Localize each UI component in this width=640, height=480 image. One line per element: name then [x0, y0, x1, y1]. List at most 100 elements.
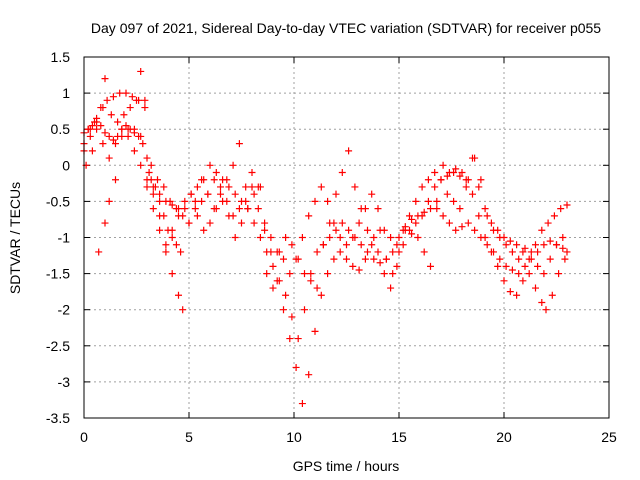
- data-point: [181, 205, 189, 213]
- data-point: [137, 161, 145, 169]
- data-point: [179, 306, 187, 314]
- data-point: [408, 215, 416, 223]
- data-point: [475, 183, 483, 191]
- data-point: [355, 219, 363, 227]
- data-point: [130, 147, 138, 155]
- data-point: [439, 161, 447, 169]
- data-point: [267, 234, 275, 241]
- data-point: [380, 270, 388, 278]
- data-point: [273, 248, 281, 256]
- data-point: [225, 183, 233, 191]
- data-point: [317, 183, 325, 191]
- y-tick-label: -1: [58, 230, 71, 246]
- data-point: [156, 226, 164, 234]
- data-point: [559, 234, 567, 241]
- data-point: [248, 183, 256, 191]
- data-point: [343, 241, 350, 249]
- y-tick-label: -3: [58, 374, 71, 390]
- tick-labels: 0 5 10 15 20 25 -3.5 -3 -2.5 -2 -1.5 -1 -0.5 0 0.5 1 1.5: [46, 49, 617, 445]
- data-point: [191, 205, 199, 213]
- data-point: [361, 255, 369, 263]
- x-tick-label: 25: [601, 429, 617, 445]
- data-point: [301, 270, 308, 278]
- data-point: [105, 154, 113, 162]
- data-point: [103, 96, 111, 104]
- data-point: [519, 248, 527, 256]
- data-point: [139, 140, 147, 148]
- y-tick-label: -2.5: [46, 338, 70, 354]
- data-point: [269, 262, 277, 270]
- data-point: [172, 241, 180, 249]
- data-point: [122, 122, 130, 130]
- data-point: [305, 212, 313, 220]
- data-point: [154, 176, 161, 184]
- data-points: [80, 67, 571, 408]
- data-point: [548, 291, 556, 299]
- data-point: [175, 291, 182, 299]
- data-point: [307, 277, 315, 285]
- data-point: [223, 176, 231, 184]
- data-point: [97, 104, 105, 112]
- y-tick-label: 1.5: [51, 49, 71, 65]
- data-point: [122, 89, 130, 97]
- data-point: [542, 306, 550, 314]
- data-point: [231, 234, 239, 241]
- data-point: [361, 205, 369, 213]
- data-point: [319, 241, 327, 249]
- data-point: [217, 190, 224, 198]
- data-point: [198, 176, 206, 184]
- data-point: [109, 136, 117, 144]
- y-tick-label: 0.5: [51, 121, 71, 137]
- data-point: [225, 212, 233, 220]
- data-point: [200, 226, 208, 234]
- data-point: [206, 161, 214, 169]
- data-point: [469, 154, 476, 162]
- data-point: [311, 327, 319, 335]
- data-point: [261, 226, 269, 234]
- data-point: [286, 270, 294, 278]
- data-point: [427, 205, 434, 213]
- data-point: [298, 234, 306, 241]
- data-point: [525, 255, 533, 263]
- data-point: [502, 262, 510, 270]
- data-point: [168, 234, 176, 241]
- data-point: [336, 234, 344, 241]
- data-point: [424, 176, 432, 184]
- data-point: [374, 248, 382, 256]
- data-point: [231, 190, 239, 198]
- data-point: [193, 183, 201, 191]
- data-point: [130, 129, 138, 137]
- data-point: [408, 230, 416, 238]
- data-point: [193, 212, 201, 220]
- data-point: [212, 169, 220, 177]
- x-tick-label: 20: [496, 429, 512, 445]
- data-point: [496, 255, 504, 263]
- data-point: [126, 125, 134, 133]
- data-point: [105, 197, 113, 205]
- data-point: [389, 248, 397, 256]
- data-point: [141, 96, 149, 104]
- grid: [84, 57, 609, 418]
- data-point: [494, 226, 502, 234]
- data-point: [508, 248, 516, 256]
- data-point: [343, 255, 350, 263]
- data-point: [280, 255, 287, 263]
- data-point: [206, 219, 214, 227]
- data-point: [368, 241, 376, 249]
- data-point: [168, 201, 176, 209]
- data-point: [219, 197, 227, 205]
- data-point: [97, 122, 105, 130]
- x-tick-label: 15: [391, 429, 407, 445]
- data-point: [179, 212, 187, 220]
- data-point: [313, 248, 321, 256]
- data-point: [292, 363, 300, 371]
- data-point: [114, 118, 122, 126]
- data-point: [99, 140, 107, 148]
- data-point: [88, 122, 96, 130]
- data-point: [370, 234, 378, 241]
- data-point: [368, 190, 376, 198]
- data-point: [282, 291, 290, 299]
- data-point: [210, 176, 218, 184]
- data-point: [124, 132, 132, 140]
